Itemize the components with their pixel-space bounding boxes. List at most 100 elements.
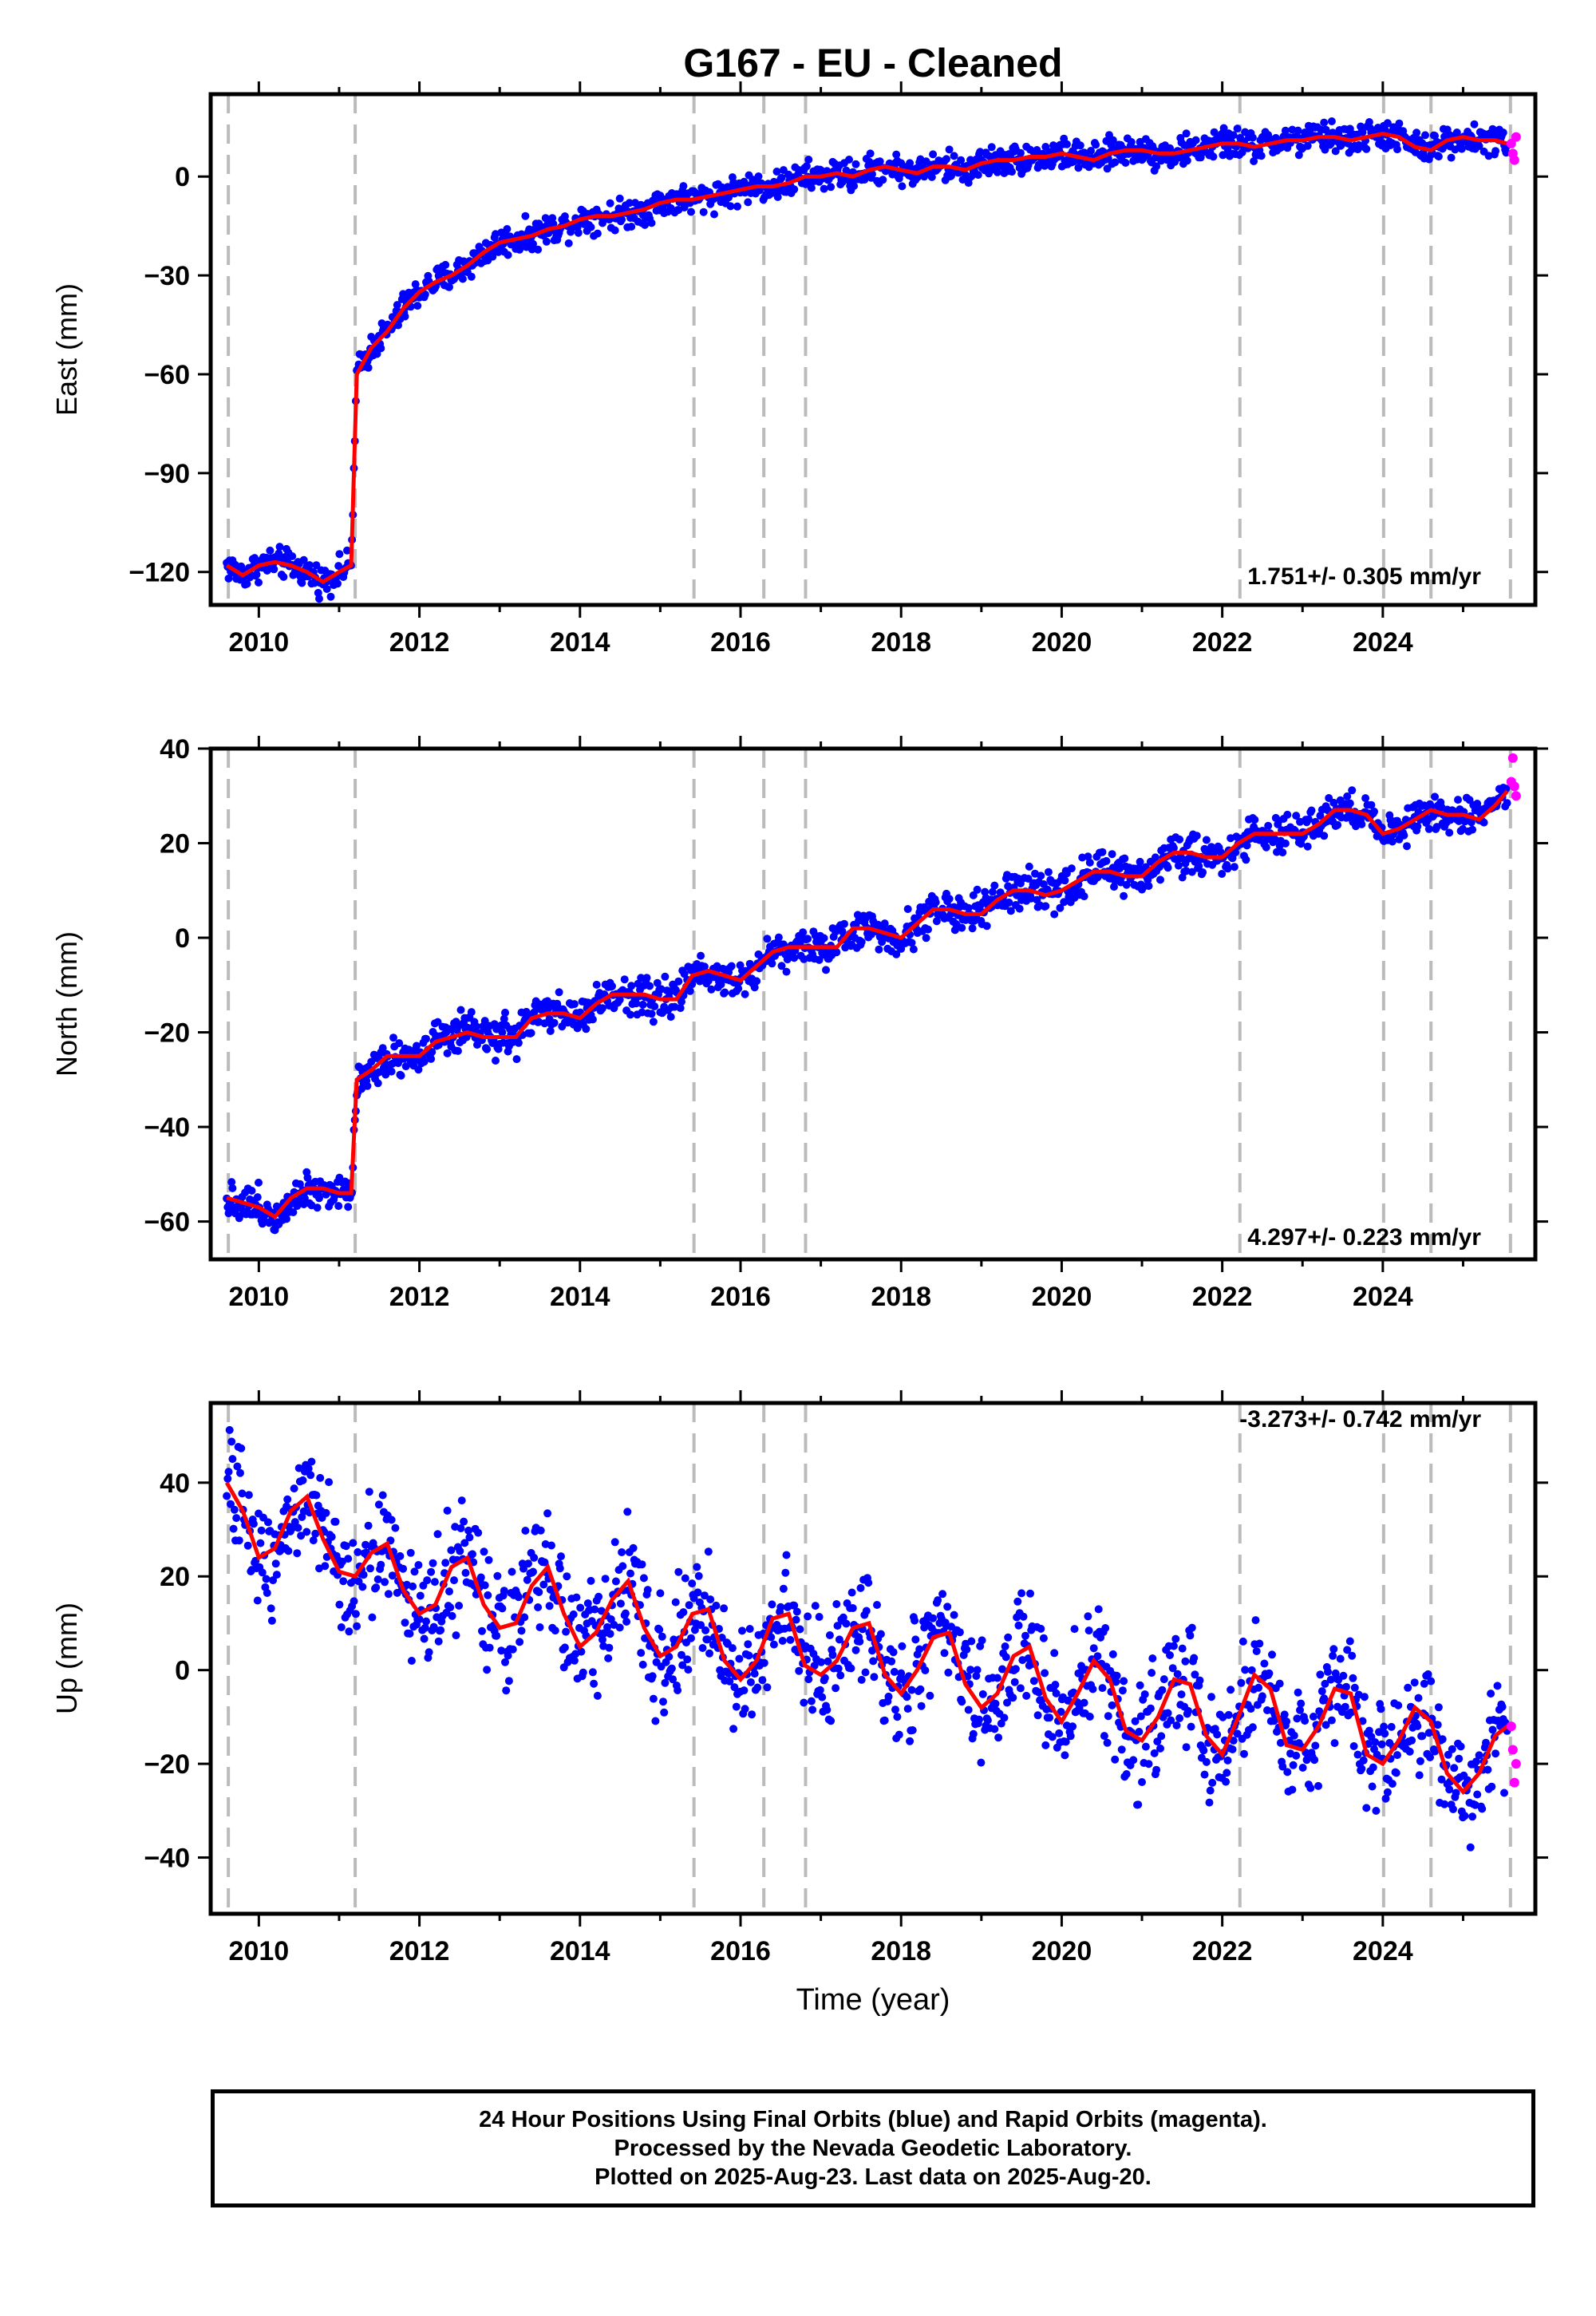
final-orbit-point [808, 1705, 817, 1714]
final-orbit-point [583, 1599, 592, 1607]
final-orbit-point [990, 881, 999, 890]
final-orbit-point [1016, 1684, 1025, 1693]
x-tick-label: 2016 [710, 1936, 771, 1966]
final-orbit-point [1283, 810, 1292, 819]
final-orbit-point [598, 1004, 606, 1013]
final-orbit-point [1010, 1678, 1019, 1686]
final-orbit-point [911, 1635, 920, 1644]
final-orbit-point [1310, 1756, 1319, 1765]
final-orbit-point [448, 1611, 456, 1620]
final-orbit-point [1166, 144, 1174, 152]
final-orbit-point [587, 1576, 595, 1585]
final-orbit-point [453, 1046, 462, 1055]
final-orbit-point [1347, 1708, 1355, 1717]
final-orbit-point [916, 1685, 925, 1694]
final-orbit-point [1084, 1626, 1093, 1635]
final-orbit-point [484, 1555, 493, 1564]
final-orbit-points [223, 1425, 1511, 1852]
final-orbit-point [615, 1623, 624, 1632]
final-orbit-point [1131, 1717, 1140, 1725]
final-orbit-point [1421, 131, 1429, 140]
final-orbit-point [1434, 1703, 1443, 1712]
final-orbit-point [1044, 868, 1053, 876]
final-orbit-point [391, 1524, 400, 1532]
rapid-orbit-point [1511, 1759, 1521, 1769]
final-orbit-point [1108, 136, 1117, 144]
final-orbit-point [514, 1038, 523, 1047]
final-orbit-point [312, 1491, 321, 1500]
final-orbit-point [456, 1006, 465, 1014]
final-orbit-point [720, 1604, 729, 1613]
model-fit-line [226, 789, 1509, 1219]
final-orbit-point [461, 1568, 470, 1577]
final-orbit-point [547, 1541, 555, 1550]
final-orbit-point [639, 1574, 648, 1583]
final-orbit-point [550, 1018, 559, 1027]
final-orbit-point [621, 1609, 630, 1618]
final-orbit-point [1298, 1764, 1307, 1772]
final-orbit-point [700, 962, 709, 971]
final-orbit-point [501, 1008, 509, 1017]
final-orbit-point [776, 1603, 785, 1611]
final-orbit-point [817, 1658, 825, 1666]
final-orbit-point [1336, 1654, 1345, 1663]
final-orbit-point [1447, 153, 1456, 162]
final-orbit-point [1317, 1687, 1326, 1696]
final-orbit-point [288, 1524, 297, 1532]
final-orbit-point [1222, 1777, 1231, 1786]
final-orbit-point [1268, 1650, 1276, 1659]
final-orbit-point [1025, 862, 1033, 871]
final-orbit-point [1223, 864, 1232, 873]
final-orbit-point [972, 1672, 981, 1680]
final-orbit-point [911, 1616, 919, 1625]
final-orbit-point [350, 1597, 358, 1606]
final-orbit-point [889, 1648, 898, 1657]
final-orbit-point [1383, 119, 1392, 128]
final-orbit-point [397, 1071, 405, 1080]
final-orbit-point [750, 983, 759, 992]
footer-caption-box: 24 Hour Positions Using Final Orbits (bl… [211, 2089, 1535, 2207]
final-orbit-point [1358, 1717, 1367, 1725]
final-orbit-point [1416, 1757, 1424, 1765]
final-orbit-point [243, 1541, 252, 1550]
final-orbit-point [394, 321, 402, 330]
final-orbit-point [598, 1635, 606, 1644]
final-orbit-point [795, 1666, 804, 1675]
final-orbit-point [429, 1559, 437, 1567]
final-orbit-point [842, 1619, 851, 1628]
final-orbit-point [539, 1580, 548, 1589]
final-orbit-point [850, 182, 859, 190]
final-orbit-point [777, 962, 786, 970]
final-orbit-point [1394, 1701, 1403, 1709]
final-orbit-point [530, 1553, 539, 1562]
final-orbit-point [1174, 861, 1183, 870]
final-orbit-point [1182, 1743, 1191, 1752]
final-orbit-point [527, 1029, 535, 1037]
final-orbit-point [1120, 854, 1129, 863]
final-orbit-point [1231, 848, 1240, 857]
final-orbit-point [1175, 1714, 1184, 1722]
final-orbit-point [1104, 1712, 1112, 1721]
final-orbit-point [322, 585, 331, 593]
final-orbit-point [734, 984, 743, 993]
final-orbit-point [342, 1542, 350, 1551]
final-orbit-point [1255, 1639, 1264, 1648]
final-orbit-point [420, 1634, 429, 1643]
final-orbit-point [618, 1562, 627, 1571]
final-orbit-point [1372, 1807, 1381, 1815]
final-orbit-point [1478, 1804, 1487, 1813]
y-tick-label: 40 [160, 1468, 190, 1499]
final-orbit-point [1316, 812, 1325, 820]
final-orbit-point [774, 933, 783, 942]
final-orbit-point [1252, 1647, 1261, 1655]
final-orbit-point [1307, 806, 1316, 815]
final-orbit-point [1186, 1631, 1195, 1640]
final-orbit-point [225, 1425, 234, 1434]
final-orbit-point [1055, 1729, 1064, 1737]
final-orbit-point [1111, 158, 1120, 167]
final-orbit-point [1348, 1651, 1357, 1660]
final-orbit-point [560, 212, 569, 220]
final-orbit-point [851, 1646, 860, 1654]
final-orbit-point [1314, 1781, 1322, 1790]
final-orbit-point [508, 1645, 517, 1654]
